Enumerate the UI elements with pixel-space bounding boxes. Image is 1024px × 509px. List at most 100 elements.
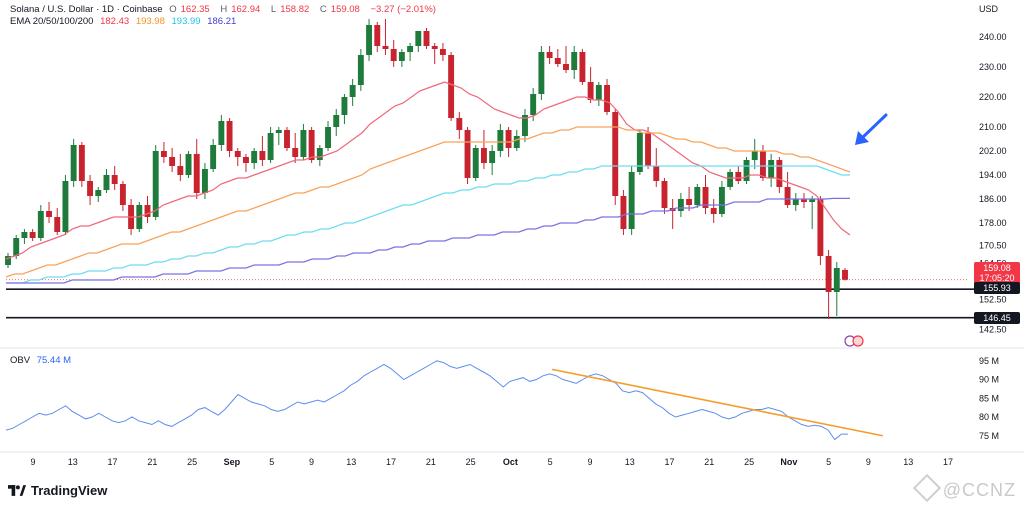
candle-down[interactable]: [193, 154, 200, 193]
candle-down[interactable]: [29, 232, 36, 238]
candle-down[interactable]: [776, 160, 783, 187]
candle-down[interactable]: [390, 49, 397, 61]
candle-up[interactable]: [37, 211, 44, 238]
candle-up[interactable]: [513, 136, 520, 148]
candle-down[interactable]: [284, 130, 290, 148]
candle-down[interactable]: [439, 49, 446, 55]
candle-down[interactable]: [620, 196, 627, 229]
candle-down[interactable]: [423, 31, 430, 46]
candle-up[interactable]: [218, 121, 225, 145]
candle-up[interactable]: [275, 130, 282, 133]
candle-down[interactable]: [54, 217, 61, 232]
candle-up[interactable]: [743, 160, 750, 181]
candle-down[interactable]: [456, 118, 463, 130]
candle-down[interactable]: [234, 151, 241, 157]
candle-down[interactable]: [78, 145, 85, 181]
candle-down[interactable]: [645, 133, 652, 166]
candle-down[interactable]: [686, 199, 693, 205]
candle-up[interactable]: [103, 175, 110, 190]
candle-down[interactable]: [177, 166, 184, 175]
candle-up[interactable]: [694, 187, 701, 205]
candle-down[interactable]: [374, 25, 381, 46]
candle-down[interactable]: [653, 166, 660, 181]
candle-down[interactable]: [160, 151, 167, 157]
candle-up[interactable]: [497, 130, 504, 151]
candle-up[interactable]: [95, 190, 102, 196]
candle-up[interactable]: [489, 151, 496, 163]
candle-up[interactable]: [792, 199, 799, 205]
candle-down[interactable]: [563, 64, 569, 70]
candle-down[interactable]: [801, 199, 807, 202]
candle-up[interactable]: [357, 55, 364, 85]
candle-up[interactable]: [300, 130, 307, 157]
candle-up[interactable]: [768, 160, 775, 178]
candle-down[interactable]: [226, 121, 233, 151]
candle-up[interactable]: [13, 238, 20, 256]
candle-up[interactable]: [251, 151, 258, 163]
candle-up[interactable]: [152, 151, 159, 217]
candle-down[interactable]: [480, 148, 487, 163]
candle-up[interactable]: [201, 169, 208, 193]
candle-up[interactable]: [62, 181, 69, 232]
candle-down[interactable]: [464, 130, 471, 178]
candle-down[interactable]: [46, 211, 52, 217]
candle-down[interactable]: [702, 187, 709, 208]
candle-up[interactable]: [185, 154, 192, 175]
candle-up[interactable]: [677, 199, 684, 211]
candle-down[interactable]: [308, 130, 315, 160]
candle-up[interactable]: [833, 268, 840, 292]
candle-down[interactable]: [87, 181, 94, 196]
candle-up[interactable]: [5, 256, 11, 265]
candle-up[interactable]: [267, 133, 274, 160]
candle-up[interactable]: [809, 199, 816, 202]
candle-down[interactable]: [292, 148, 299, 157]
candle-up[interactable]: [530, 94, 537, 115]
candle-down[interactable]: [448, 55, 455, 118]
candle-down[interactable]: [710, 208, 717, 214]
candle-up[interactable]: [210, 145, 217, 169]
candle-up[interactable]: [366, 25, 373, 55]
candle-up[interactable]: [316, 148, 323, 160]
candle-down[interactable]: [505, 130, 512, 148]
candle-up[interactable]: [636, 133, 643, 172]
candle-up[interactable]: [718, 187, 725, 214]
candle-up[interactable]: [538, 52, 545, 94]
candle-down[interactable]: [431, 46, 438, 49]
candle-down[interactable]: [259, 151, 266, 160]
candle-down[interactable]: [382, 46, 389, 49]
candle-down[interactable]: [759, 151, 766, 178]
tradingview-brand[interactable]: TradingView: [8, 483, 107, 498]
candle-up[interactable]: [341, 97, 348, 115]
candle-down[interactable]: [604, 85, 610, 112]
candle-down[interactable]: [612, 112, 619, 196]
candle-down[interactable]: [817, 199, 824, 256]
flag-icon[interactable]: [852, 335, 864, 347]
candle-up[interactable]: [628, 172, 635, 229]
candle-down[interactable]: [825, 256, 832, 292]
candle-down[interactable]: [243, 157, 249, 163]
candle-up[interactable]: [398, 52, 405, 61]
candle-down[interactable]: [587, 82, 594, 100]
obv-trendline[interactable]: [551, 368, 883, 437]
candle-up[interactable]: [21, 232, 28, 238]
candle-up[interactable]: [595, 85, 602, 100]
candle-down[interactable]: [119, 184, 126, 205]
candle-up[interactable]: [751, 151, 758, 160]
candle-down[interactable]: [735, 172, 742, 181]
candle-up[interactable]: [727, 172, 734, 187]
candle-down[interactable]: [169, 157, 176, 166]
candle-up[interactable]: [70, 145, 77, 181]
candle-down[interactable]: [111, 175, 118, 184]
candle-down[interactable]: [579, 52, 586, 82]
candle-up[interactable]: [522, 115, 528, 136]
candle-down[interactable]: [842, 269, 848, 280]
candle-down[interactable]: [661, 181, 668, 208]
candle-up[interactable]: [472, 148, 479, 178]
candle-down[interactable]: [554, 58, 561, 64]
candle-up[interactable]: [415, 31, 422, 46]
candle-up[interactable]: [349, 85, 356, 97]
candle-down[interactable]: [144, 205, 151, 217]
candle-up[interactable]: [571, 52, 578, 70]
candle-down[interactable]: [784, 187, 791, 205]
candle-down[interactable]: [546, 52, 553, 58]
